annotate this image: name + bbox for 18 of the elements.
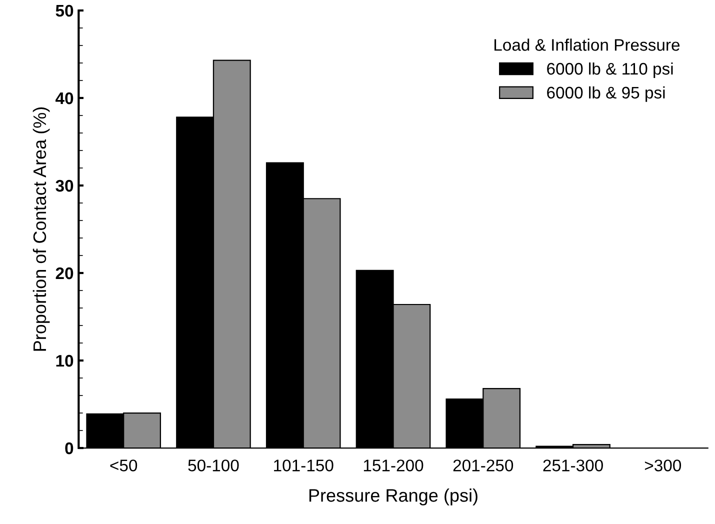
x-tick-label: >300	[644, 460, 682, 472]
x-tick-label: 101-150	[274, 460, 334, 472]
y-tick-label: 50	[56, 4, 74, 17]
y-tick-label: 40	[56, 92, 74, 104]
x-axis-title: Pressure Range (psi)	[309, 488, 478, 506]
y-tick-label: 20	[56, 267, 74, 280]
legend-label: 6000 lb & 110 psi	[547, 62, 673, 78]
x-tick-label: 50-100	[188, 460, 239, 472]
y-tick-label: 10	[56, 354, 74, 367]
x-tick-label: 151-200	[364, 460, 424, 472]
y-tick-label: 30	[56, 180, 74, 192]
legend-label: 6000 lb & 95 psi	[547, 86, 665, 102]
x-tick-label: 201-250	[453, 460, 514, 472]
x-tick-label: 251-300	[543, 460, 603, 472]
x-tick-label: <50	[110, 460, 138, 472]
legend-title: Load & Inflation Pressure	[494, 38, 680, 51]
y-tick-label: 0	[65, 442, 74, 454]
y-axis-title: Proportion of Contact Area (%)	[32, 107, 50, 351]
